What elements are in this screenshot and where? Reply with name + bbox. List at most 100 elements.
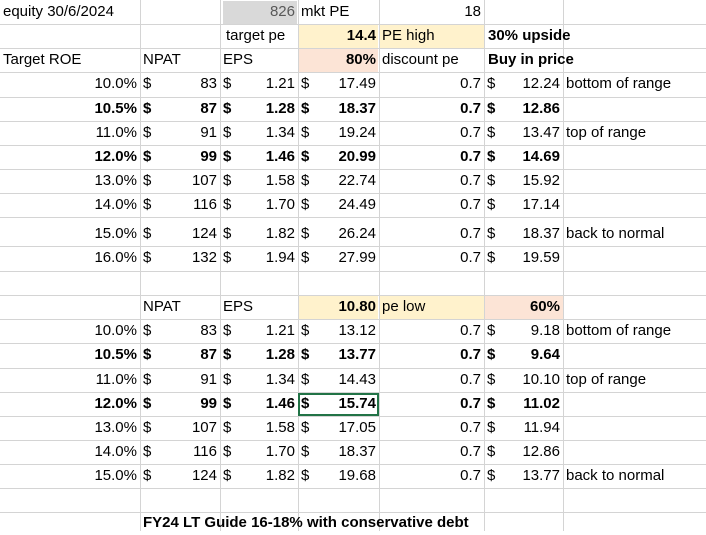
pe-low-row-eps-cell[interactable]: $1.46 bbox=[220, 392, 298, 416]
pe-high-row-npat-cell[interactable]: $132 bbox=[140, 246, 220, 270]
pe-low-row-factor-cell[interactable]: 0.7 bbox=[460, 395, 481, 412]
upside-label[interactable]: 30% upside bbox=[488, 27, 571, 44]
pe-low-row-buy-cell[interactable]: $13.77 bbox=[484, 464, 563, 488]
pe-high-row-npat-cell[interactable]: $87 bbox=[140, 97, 220, 121]
pe-high-row-eps-cell[interactable]: $1.28 bbox=[220, 97, 298, 121]
pe-low-row-factor-cell[interactable]: 0.7 bbox=[460, 467, 481, 484]
pe-low-row-eps-cell[interactable]: $1.82 bbox=[220, 464, 298, 488]
pe-low-row-buy-cell[interactable]: $9.64 bbox=[484, 343, 563, 367]
pe-low-row-price-cell[interactable]: $19.68 bbox=[298, 464, 379, 488]
pe-low-row-roe-cell[interactable]: 13.0% bbox=[94, 419, 137, 436]
pe-high-row-npat-cell[interactable]: $124 bbox=[140, 222, 220, 246]
section2-npat-header[interactable]: NPAT bbox=[143, 298, 181, 315]
pe-low-row-roe-cell[interactable]: 10.5% bbox=[94, 346, 137, 363]
pe-low-label[interactable]: pe low bbox=[382, 298, 426, 315]
pe-low-row-buy-cell[interactable]: $9.18 bbox=[484, 319, 563, 343]
pe-high-row-eps-cell[interactable]: $1.58 bbox=[220, 169, 298, 193]
pe-high-row-eps-cell[interactable]: $1.46 bbox=[220, 145, 298, 169]
pe-high-row-eps-cell[interactable]: $1.94 bbox=[220, 246, 298, 270]
pe-high-row-eps-cell[interactable]: $1.82 bbox=[220, 222, 298, 246]
pe-low-row-eps-cell[interactable]: $1.21 bbox=[220, 319, 298, 343]
pe-high-row-roe-cell[interactable]: 12.0% bbox=[94, 148, 137, 165]
pe-low-row-npat-cell[interactable]: $107 bbox=[140, 416, 220, 440]
pe-high-row-eps-cell[interactable]: $1.70 bbox=[220, 193, 298, 217]
pe-low-row-buy-cell[interactable]: $10.10 bbox=[484, 368, 563, 392]
pe-high-row-roe-cell[interactable]: 10.0% bbox=[94, 75, 137, 92]
pe-high-row-price-cell[interactable]: $17.49 bbox=[298, 72, 379, 96]
pe-low-row-price-cell[interactable]: $18.37 bbox=[298, 440, 379, 464]
pe-low-row-npat-cell[interactable]: $116 bbox=[140, 440, 220, 464]
pe-high-row-price-cell[interactable]: $20.99 bbox=[298, 145, 379, 169]
pe-high-row-buy-cell[interactable]: $17.14 bbox=[484, 193, 563, 217]
pe-high-row-buy-cell[interactable]: $14.69 bbox=[484, 145, 563, 169]
pe-low-row-factor-cell[interactable]: 0.7 bbox=[460, 322, 481, 339]
section2-pe-value[interactable]: 10.80 bbox=[338, 298, 376, 315]
pe-high-label[interactable]: PE high bbox=[382, 27, 435, 44]
buy-in-label[interactable]: Buy in price bbox=[488, 51, 574, 68]
pe-high-row-price-cell[interactable]: $27.99 bbox=[298, 246, 379, 270]
pe-high-row-roe-cell[interactable]: 15.0% bbox=[94, 225, 137, 242]
pe-low-row-buy-cell[interactable]: $11.02 bbox=[484, 392, 563, 416]
pe-high-row-factor-cell[interactable]: 0.7 bbox=[460, 249, 481, 266]
target-pe-value[interactable]: 14.4 bbox=[346, 27, 376, 44]
pe-low-row-npat-cell[interactable]: $87 bbox=[140, 343, 220, 367]
mkt-pe-label-cell-visible[interactable]: mkt PE bbox=[301, 3, 350, 20]
pe-high-row-price-cell[interactable]: $24.49 bbox=[298, 193, 379, 217]
pe-low-row-note-cell[interactable]: top of range bbox=[566, 371, 647, 388]
target-pe-label[interactable]: target pe bbox=[226, 27, 286, 44]
pe-low-row-eps-cell[interactable]: $1.70 bbox=[220, 440, 298, 464]
pe-low-row-npat-cell[interactable]: $99 bbox=[140, 392, 220, 416]
section2-eps-header[interactable]: EPS bbox=[223, 298, 254, 315]
pe-high-row-eps-cell[interactable]: $1.21 bbox=[220, 72, 298, 96]
pe-low-row-npat-cell[interactable]: $124 bbox=[140, 464, 220, 488]
col-header-eps[interactable]: EPS bbox=[223, 51, 254, 68]
pe-high-row-factor-cell[interactable]: 0.7 bbox=[460, 124, 481, 141]
pe-low-row-roe-cell[interactable]: 15.0% bbox=[94, 467, 137, 484]
pe-high-row-roe-cell[interactable]: 13.0% bbox=[94, 172, 137, 189]
pe-high-row-price-cell[interactable]: $22.74 bbox=[298, 169, 379, 193]
pe-high-row-buy-cell[interactable]: $15.92 bbox=[484, 169, 563, 193]
pe-high-row-npat-cell[interactable]: $83 bbox=[140, 72, 220, 96]
pe-high-row-roe-cell[interactable]: 10.5% bbox=[94, 100, 137, 117]
pe-high-row-roe-cell[interactable]: 14.0% bbox=[94, 196, 137, 213]
pe-low-row-roe-cell[interactable]: 10.0% bbox=[94, 322, 137, 339]
pe-low-row-factor-cell[interactable]: 0.7 bbox=[460, 371, 481, 388]
pe-low-row-factor-cell[interactable]: 0.7 bbox=[460, 346, 481, 363]
col-header-npat[interactable]: NPAT bbox=[143, 51, 181, 68]
pe-low-row-roe-cell[interactable]: 12.0% bbox=[94, 395, 137, 412]
pe-low-row-eps-cell[interactable]: $1.34 bbox=[220, 368, 298, 392]
pe-low-row-factor-cell[interactable]: 0.7 bbox=[460, 419, 481, 436]
pe-high-row-price-cell[interactable]: $18.37 bbox=[298, 97, 379, 121]
equity-value[interactable]: 826 bbox=[269, 3, 295, 20]
pe-low-row-roe-cell[interactable]: 14.0% bbox=[94, 443, 137, 460]
pe-low-row-npat-cell[interactable]: $83 bbox=[140, 319, 220, 343]
pe-low-row-eps-cell[interactable]: $1.58 bbox=[220, 416, 298, 440]
pe-high-row-buy-cell[interactable]: $12.86 bbox=[484, 97, 563, 121]
equity-label[interactable]: equity 30/6/2024 bbox=[3, 3, 114, 20]
pe-high-row-note-cell[interactable]: back to normal bbox=[566, 225, 665, 242]
pe-high-row-note-cell[interactable]: top of range bbox=[566, 124, 647, 141]
mkt-pe-value[interactable]: 18 bbox=[464, 3, 481, 20]
pe-low-row-note-cell[interactable]: back to normal bbox=[566, 467, 665, 484]
pe-high-row-factor-cell[interactable]: 0.7 bbox=[460, 172, 481, 189]
pe-low-row-price-cell[interactable]: $13.77 bbox=[298, 343, 379, 367]
discount-value[interactable]: 80% bbox=[345, 51, 376, 68]
pe-high-row-factor-cell[interactable]: 0.7 bbox=[460, 148, 481, 165]
pe-low-row-buy-cell[interactable]: $11.94 bbox=[484, 416, 563, 440]
pe-high-row-buy-cell[interactable]: $19.59 bbox=[484, 246, 563, 270]
pe-low-row-roe-cell[interactable]: 11.0% bbox=[95, 371, 137, 388]
pe-high-row-note-cell[interactable]: bottom of range bbox=[566, 75, 672, 92]
pe-high-row-npat-cell[interactable]: $116 bbox=[140, 193, 220, 217]
discount-label[interactable]: discount pe bbox=[382, 51, 459, 68]
pe-low-row-price-cell[interactable]: $15.74 bbox=[298, 392, 379, 416]
pe-low-row-npat-cell[interactable]: $91 bbox=[140, 368, 220, 392]
pe-high-row-price-cell[interactable]: $19.24 bbox=[298, 121, 379, 145]
pe-low-row-eps-cell[interactable]: $1.28 bbox=[220, 343, 298, 367]
pe-high-row-npat-cell[interactable]: $107 bbox=[140, 169, 220, 193]
pe-low-row-buy-cell[interactable]: $12.86 bbox=[484, 440, 563, 464]
col-header-target-roe[interactable]: Target ROE bbox=[3, 51, 82, 68]
pe-high-row-roe-cell[interactable]: 11.0% bbox=[95, 124, 137, 141]
pe-high-row-factor-cell[interactable]: 0.7 bbox=[460, 100, 481, 117]
section2-pct-value[interactable]: 60% bbox=[529, 298, 560, 315]
